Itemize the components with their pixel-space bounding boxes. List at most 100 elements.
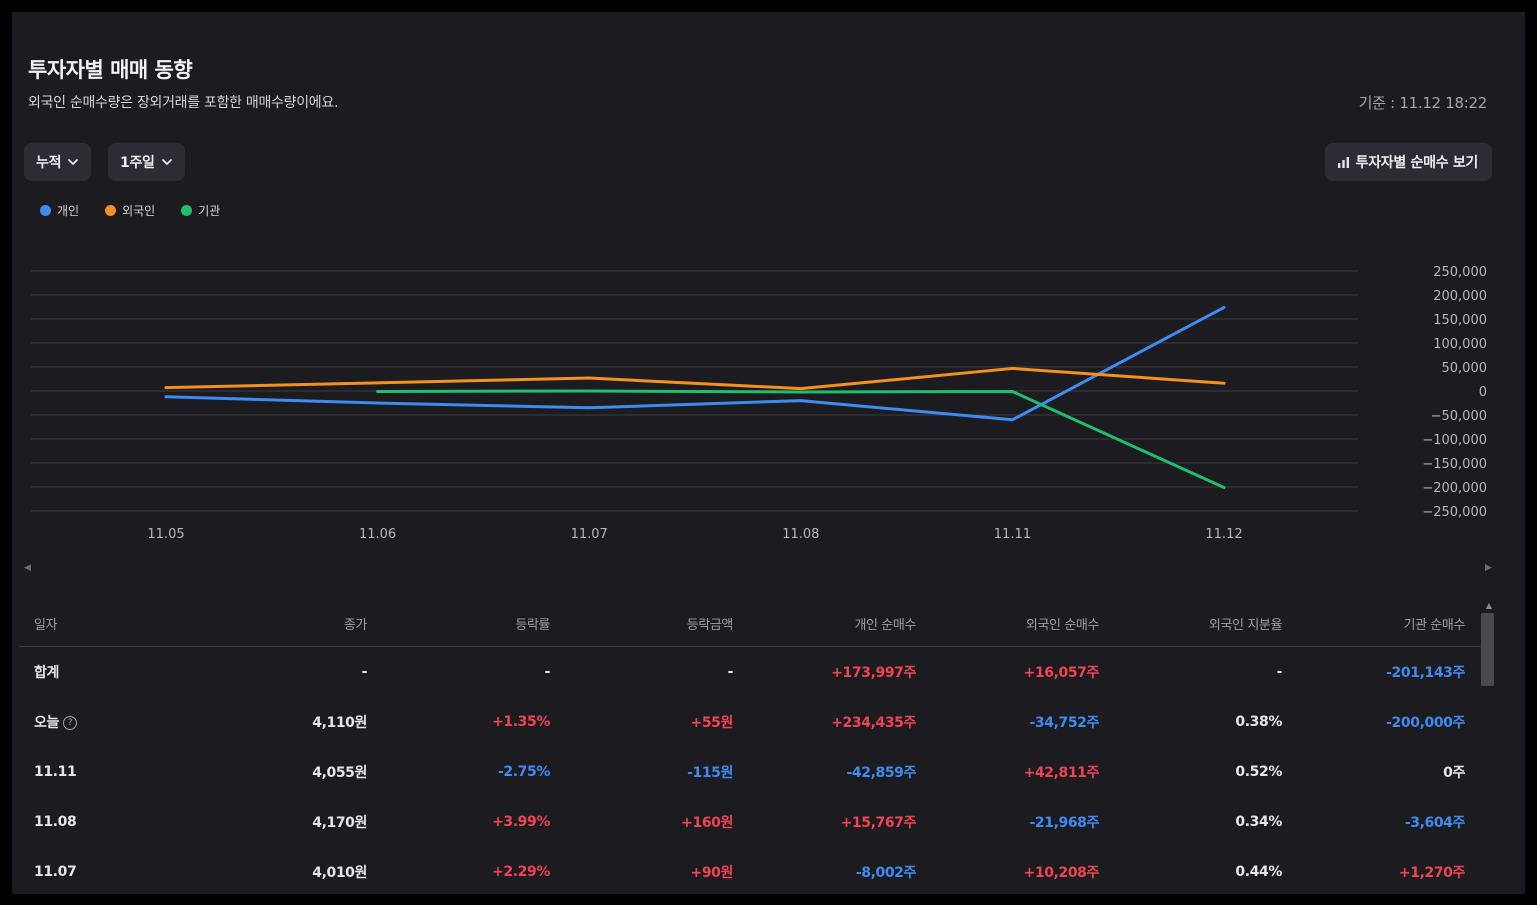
cell-amount: +160원 (565, 812, 748, 832)
cell-rate-value: - (544, 664, 551, 680)
period-dropdown-label: 1주일 (120, 155, 155, 171)
cell-foreign-ratio-value: - (1276, 664, 1283, 680)
header-rate: 등락률 (515, 617, 550, 633)
table-row: 합계 - - - +173,997주 +16,057주 - -201,143주 (19, 647, 1481, 697)
cell-institution: +1,270주 (1297, 862, 1480, 882)
cell-institution: -3,604주 (1297, 812, 1480, 832)
cell-foreign-ratio-value: 0.44% (1235, 864, 1282, 880)
legend-dot (40, 205, 51, 216)
cell-foreign-value: -21,968주 (1029, 815, 1099, 831)
chart-scroll-right[interactable]: ▶ (1485, 563, 1492, 573)
legend-label: 기관 (198, 204, 221, 218)
cell-date-value: 오늘 (34, 715, 59, 731)
cell-foreign-ratio-value: 0.52% (1235, 764, 1282, 780)
x-tick-label: 11.08 (782, 527, 819, 542)
legend-label: 개인 (57, 204, 80, 218)
table-header: 일자 종가 등락률 등락금액 개인 순매수 외국인 순매수 외국인 지분율 기관… (19, 600, 1481, 647)
series-line-1[interactable] (164, 366, 1226, 391)
cell-foreign: +42,811주 (931, 762, 1114, 782)
mode-dropdown[interactable]: 누적 (24, 143, 92, 181)
cell-institution: -201,143주 (1297, 662, 1480, 682)
investor-trading-panel: 투자자별 매매 동향 외국인 순매수량은 장외거래를 포함한 매매수량이에요. … (12, 12, 1525, 894)
cell-close: 4,110원 (199, 712, 382, 732)
cell-foreign-ratio-value: 0.38% (1235, 714, 1282, 730)
cell-institution-value: 0주 (1443, 765, 1465, 781)
period-dropdown[interactable]: 1주일 (108, 143, 185, 181)
cell-institution: -200,000주 (1297, 712, 1480, 732)
cell-rate-value: +1.35% (492, 714, 550, 730)
mode-dropdown-label: 누적 (36, 155, 62, 171)
cell-close-value: 4,110원 (312, 715, 367, 731)
cell-rate-value: +2.29% (492, 864, 550, 880)
view-net-buy-button[interactable]: 투자자별 순매수 보기 (1324, 143, 1492, 181)
cell-close: - (199, 664, 382, 680)
legend-item-foreign[interactable]: 외국인 (105, 202, 155, 219)
table-row: 11.08 4,170원 +3.99% +160원 +15,767주 -21,968주 0.… (19, 797, 1481, 847)
table-scroll-up[interactable]: ▲ (1485, 601, 1492, 610)
page-title: 투자자별 매매 동향 (28, 58, 193, 82)
cell-individual: -8,002주 (748, 862, 931, 882)
info-icon[interactable]: ? (62, 716, 77, 730)
cell-institution-value: -200,000주 (1386, 715, 1465, 731)
legend-dot (181, 205, 193, 216)
cell-rate: +2.29% (382, 864, 565, 880)
cell-date: 11.07 (19, 864, 199, 880)
cell-amount: +55원 (565, 712, 748, 732)
cell-amount-value: +55원 (690, 715, 734, 731)
cell-institution-value: -3,604주 (1404, 815, 1466, 831)
investor-table: 일자 종가 등락률 등락금액 개인 순매수 외국인 순매수 외국인 지분율 기관… (19, 600, 1481, 894)
cell-individual-value: +234,435주 (831, 715, 916, 731)
cell-rate: - (382, 664, 565, 680)
y-tick-label: −100,000 (1422, 433, 1487, 448)
cell-institution-value: -201,143주 (1386, 665, 1465, 681)
investor-line-chart: 250,000 200,000 150,000 100,000 50,000 0 −50,0… (31, 265, 1487, 542)
basis-timestamp: 기준 : 11.12 18:22 (1358, 94, 1488, 112)
cell-close: 4,055원 (199, 762, 382, 782)
cell-rate-value: -2.75% (498, 764, 550, 780)
cell-institution-value: +1,270주 (1398, 865, 1465, 881)
cell-date: 11.08 (19, 814, 199, 830)
cell-individual: -42,859주 (748, 762, 931, 782)
cell-close-value: - (361, 664, 368, 680)
cell-rate: -2.75% (382, 764, 565, 780)
series-line-0[interactable] (164, 305, 1226, 422)
cell-amount: - (565, 664, 748, 680)
header-foreign-ratio: 외국인 지분율 (1208, 617, 1282, 633)
header-amount: 등락금액 (686, 617, 734, 633)
cell-individual: +234,435주 (748, 712, 931, 732)
y-tick-label: 100,000 (1433, 337, 1487, 352)
header-date: 일자 (34, 617, 58, 633)
y-tick-label: −200,000 (1422, 481, 1487, 496)
table-scrollbar[interactable] (1481, 613, 1494, 686)
x-tick-label: 11.05 (147, 527, 184, 542)
chart-scroll-left[interactable]: ◀ (24, 563, 31, 573)
cell-individual-value: +15,767주 (840, 815, 917, 831)
cell-foreign-ratio: 0.52% (1114, 764, 1297, 780)
cell-foreign-value: +10,208주 (1023, 865, 1100, 881)
cell-individual: +15,767주 (748, 812, 931, 832)
cell-foreign-value: +16,057주 (1023, 665, 1100, 681)
cell-close-value: 4,055원 (312, 765, 367, 781)
cell-close-value: 4,170원 (312, 815, 367, 831)
series-line-2[interactable] (376, 389, 1226, 490)
cell-date-value: 합계 (34, 665, 59, 681)
page-subtitle: 외국인 순매수량은 장외거래를 포함한 매매수량이에요. (28, 95, 339, 111)
legend-item-institution[interactable]: 기관 (181, 202, 220, 219)
view-net-buy-label: 투자자별 순매수 보기 (1355, 155, 1479, 171)
cell-institution: 0주 (1297, 762, 1480, 782)
cell-foreign-value: +42,811주 (1023, 765, 1100, 781)
x-tick-label: 11.12 (1205, 527, 1242, 542)
y-tick-label: 0 (1479, 385, 1487, 400)
header-foreign: 외국인 순매수 (1025, 617, 1099, 633)
cell-amount-value: - (727, 664, 734, 680)
legend-item-individual[interactable]: 개인 (40, 202, 79, 219)
legend-dot (105, 205, 117, 216)
y-tick-label: −250,000 (1422, 505, 1487, 520)
chevron-down-icon (68, 159, 79, 165)
header-institution: 기관 순매수 (1403, 617, 1465, 633)
cell-foreign: -21,968주 (931, 812, 1114, 832)
y-tick-label: 150,000 (1433, 313, 1487, 328)
y-tick-label: 200,000 (1433, 289, 1487, 304)
cell-date: 합계 (19, 662, 199, 682)
cell-amount-value: +90원 (690, 865, 734, 881)
